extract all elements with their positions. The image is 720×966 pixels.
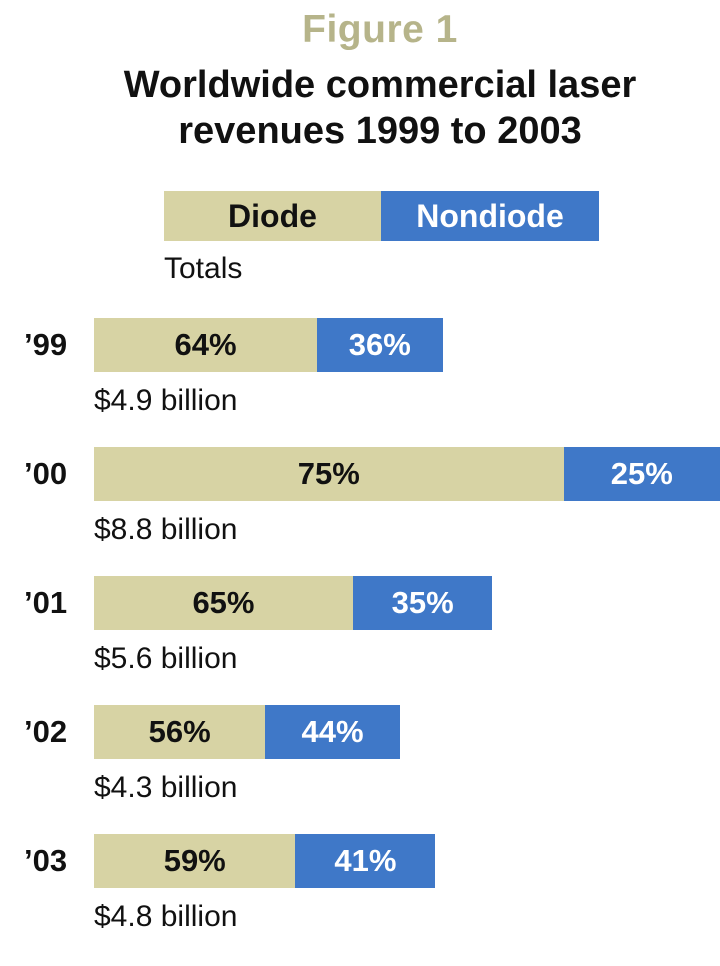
- total-label: $4.9 billion: [94, 384, 238, 417]
- total-label: $4.8 billion: [94, 900, 238, 933]
- data-label-nondiode: 25%: [610, 456, 673, 491]
- chart-title-line-2: revenues 1999 to 2003: [178, 110, 582, 152]
- bar-segment-nondiode: [317, 318, 443, 372]
- bar-segment-nondiode: [265, 705, 400, 759]
- legend-diode: Diode: [164, 191, 381, 241]
- bar-segment-diode: [94, 447, 564, 501]
- year-label: ’02: [24, 714, 68, 749]
- data-label-nondiode: 44%: [301, 714, 364, 749]
- legend-nondiode: Nondiode: [381, 191, 599, 241]
- year-label: ’99: [24, 327, 68, 362]
- year-label: ’01: [24, 585, 68, 620]
- total-label: $4.3 billion: [94, 771, 238, 804]
- data-label-diode: 75%: [297, 456, 360, 491]
- bar-segment-nondiode: [563, 447, 720, 501]
- bar-segment-nondiode: [295, 834, 436, 888]
- data-label-diode: 64%: [174, 327, 237, 362]
- data-label-nondiode: 36%: [348, 327, 411, 362]
- chart-title-line-1: Worldwide commercial laser: [123, 64, 637, 106]
- year-label: ’00: [24, 456, 68, 491]
- data-label-nondiode: 41%: [334, 843, 397, 878]
- stacked-bar-chart: ’99 64% 36% $4.9 billion ’00 75% 25% $8.8 billi…: [0, 300, 720, 960]
- legend: Diode Nondiode: [164, 191, 599, 241]
- data-label-nondiode: 35%: [391, 585, 454, 620]
- bar-segment-nondiode: [352, 576, 493, 630]
- total-label: $8.8 billion: [94, 513, 238, 546]
- data-label-diode: 56%: [148, 714, 211, 749]
- year-label: ’03: [24, 843, 68, 878]
- total-label: $5.6 billion: [94, 642, 238, 675]
- totals-label: Totals: [164, 252, 243, 285]
- chart-title: Worldwide commercial laser revenues 1999…: [0, 62, 720, 154]
- bar-segment-diode: [94, 318, 318, 372]
- bar-segment-diode: [94, 705, 266, 759]
- data-label-diode: 65%: [192, 585, 255, 620]
- data-label-diode: 59%: [163, 843, 226, 878]
- bar-segment-diode: [94, 576, 353, 630]
- figure-label: Figure 1: [302, 8, 458, 51]
- bar-segment-diode: [94, 834, 296, 888]
